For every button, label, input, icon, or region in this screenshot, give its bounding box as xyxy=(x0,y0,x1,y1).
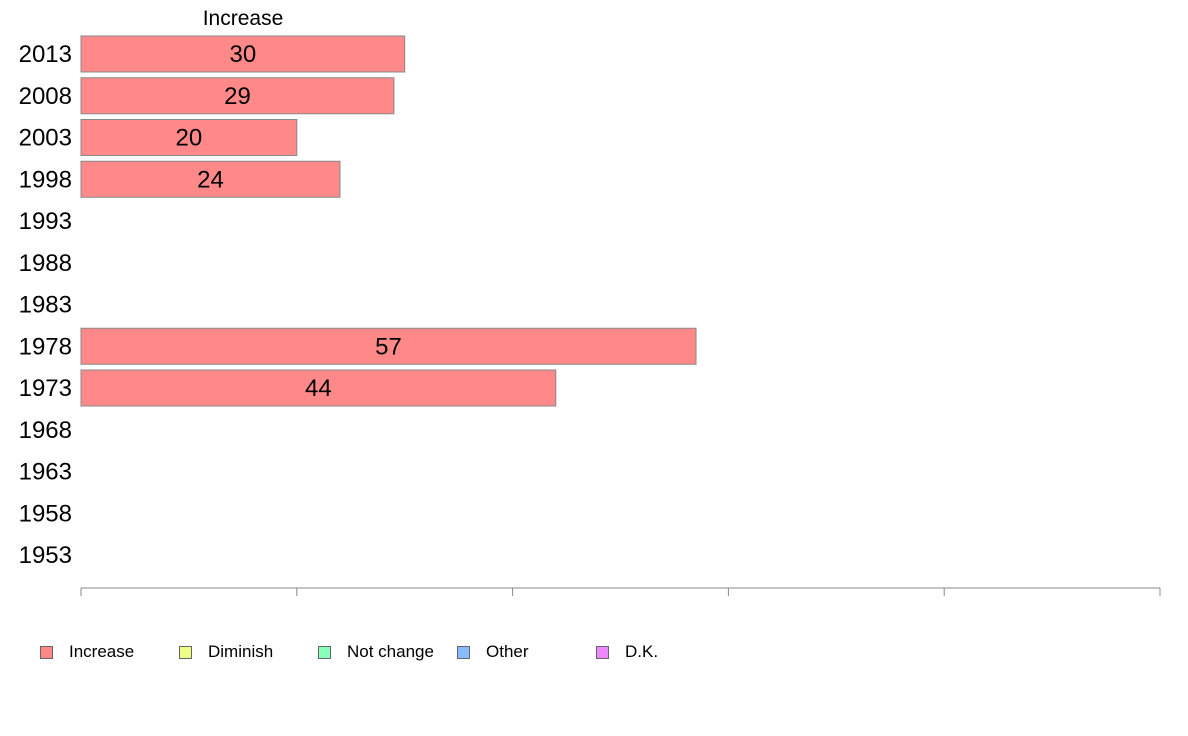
legend-label-not-change: Not change xyxy=(347,642,434,661)
bar-increase-1978 xyxy=(80,327,697,365)
category-label-1958: 1958 xyxy=(19,500,72,527)
data-label-increase-1973: 44 xyxy=(305,375,332,402)
data-label-increase-1978: 57 xyxy=(375,333,402,360)
legend-item-dk: D.K. xyxy=(596,642,658,662)
legend-label-diminish: Diminish xyxy=(208,642,274,661)
category-label-1973: 1973 xyxy=(19,375,72,402)
panel-title: Increase xyxy=(203,7,284,30)
legend-swatch-dk xyxy=(596,645,609,659)
legend-item-diminish: Diminish xyxy=(179,642,273,662)
legend-label-other: Other xyxy=(486,642,529,661)
bar-increase-2013 xyxy=(80,35,406,73)
category-label-1953: 1953 xyxy=(19,542,72,569)
legend-swatch-diminish xyxy=(179,645,192,659)
legend-swatch-other xyxy=(457,645,470,659)
category-label-1993: 1993 xyxy=(19,208,72,235)
bar-increase-2008 xyxy=(80,77,395,115)
category-label-1988: 1988 xyxy=(19,250,72,277)
legend-label-dk: D.K. xyxy=(625,642,659,661)
category-label-1978: 1978 xyxy=(19,333,72,360)
legend-swatch-increase xyxy=(40,645,53,659)
category-label-1998: 1998 xyxy=(19,166,72,193)
bar-increase-1998 xyxy=(80,160,341,198)
category-label-2003: 2003 xyxy=(19,125,72,152)
data-label-increase-1998: 24 xyxy=(197,166,224,193)
bar-increase-1973 xyxy=(80,369,557,407)
legend-item-increase: Increase xyxy=(40,642,134,662)
legend-swatch-not-change xyxy=(318,645,331,659)
category-label-2013: 2013 xyxy=(19,41,72,68)
category-label-2008: 2008 xyxy=(19,83,72,110)
bar-chart: Increase 2013 2008 2003 1998 1993 1988 1983 1978… xyxy=(19,7,1161,596)
data-label-increase-2008: 29 xyxy=(224,83,251,110)
legend-item-not-change: Not change xyxy=(318,642,434,662)
data-label-increase-2013: 30 xyxy=(229,41,256,68)
data-label-increase-2003: 20 xyxy=(176,125,203,152)
legend-item-other: Other xyxy=(457,642,529,662)
category-label-1963: 1963 xyxy=(19,459,72,486)
category-label-1983: 1983 xyxy=(19,292,72,319)
bar-increase-2003 xyxy=(80,119,298,156)
category-label-1968: 1968 xyxy=(19,417,72,444)
legend-label-increase: Increase xyxy=(69,642,135,661)
